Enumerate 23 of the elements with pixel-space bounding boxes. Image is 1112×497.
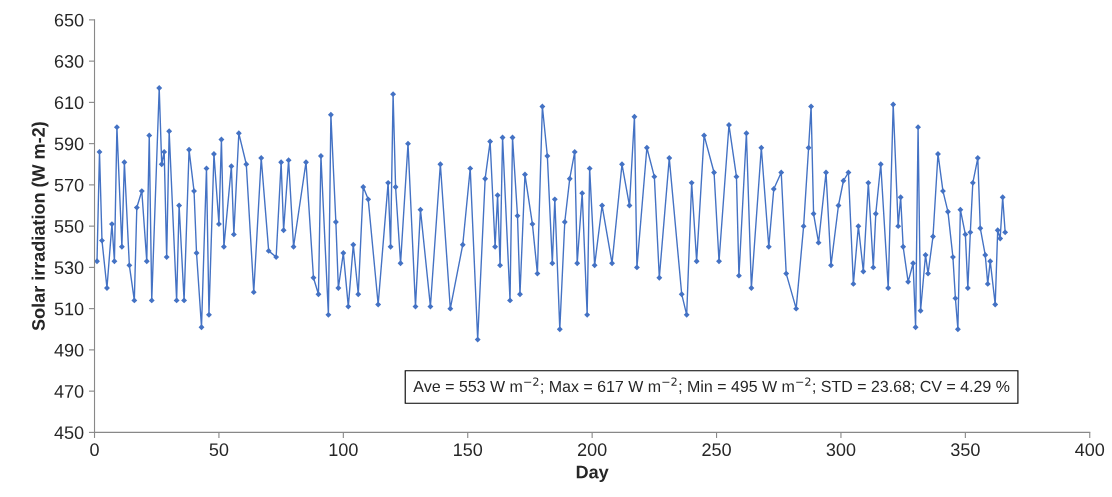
- annotation: Ave = 553 W m$^{−2}$; Max = 617 W m$^{−2}$; Min = 495 W m$^{−2}$; STD = 23.68; CV = 4.29 %: [413, 377, 1010, 394]
- y-tick-label: 610: [54, 96, 84, 110]
- y-tick-label: 650: [54, 13, 84, 27]
- x-tick-label: 0: [90, 443, 99, 457]
- x-tick-label: 350: [950, 443, 980, 457]
- x-tick-label: 200: [577, 443, 607, 457]
- y-tick-label: 570: [54, 178, 84, 192]
- y-tick-label: 550: [54, 220, 84, 233]
- x-tick-label: 50: [209, 443, 229, 457]
- y-tick-label: 530: [54, 261, 84, 275]
- y-axis-title: Solar irradiation (W m-2): [31, 122, 49, 331]
- x-tick-label: 400: [1075, 443, 1105, 457]
- y-tick-label: 450: [54, 426, 84, 440]
- y-tick-label: 490: [54, 343, 84, 357]
- y-tick-label: 590: [54, 137, 84, 151]
- x-tick-label: 250: [702, 443, 731, 457]
- x-tick-label: 150: [454, 443, 483, 457]
- y-tick-label: 510: [54, 302, 84, 316]
- y-tick-label: 630: [54, 55, 84, 68]
- x-tick-label: 100: [329, 443, 358, 457]
- x-tick-label: 300: [826, 443, 856, 457]
- y-tick-label: 470: [54, 385, 84, 398]
- x-axis-title: Day: [576, 465, 609, 483]
